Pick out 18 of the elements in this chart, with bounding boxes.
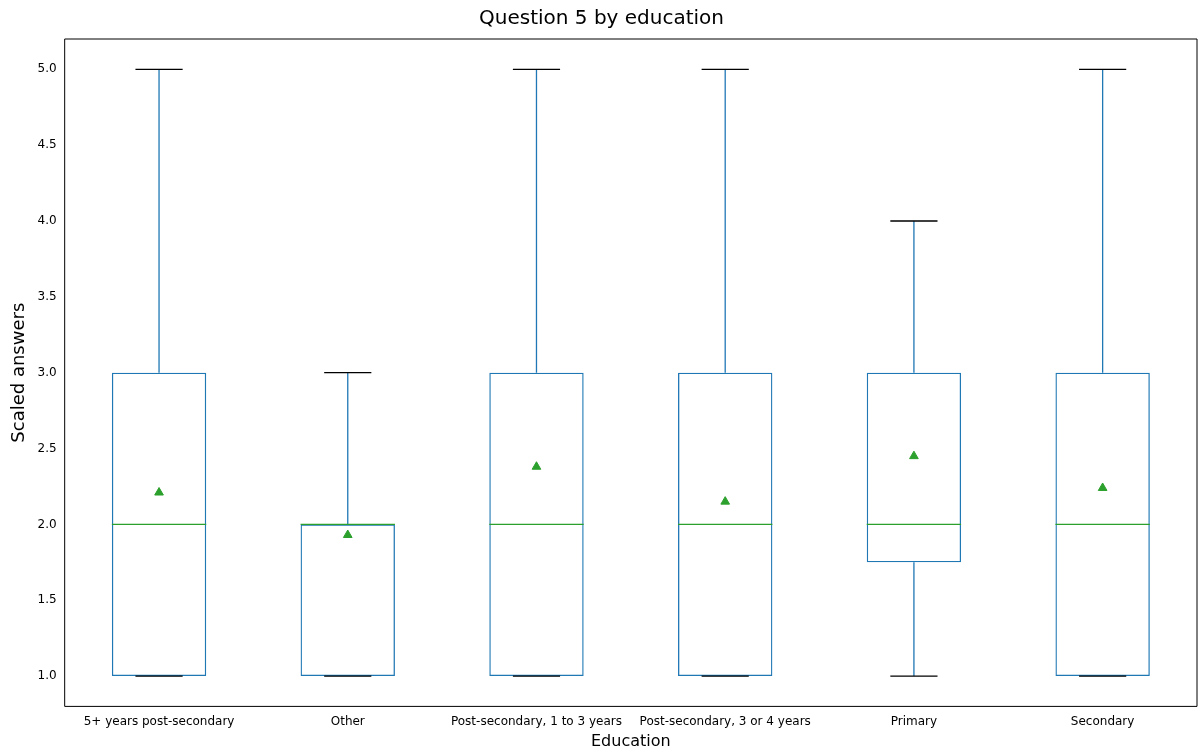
x-tick-label: Other xyxy=(330,713,365,728)
y-tick-label: 3.0 xyxy=(37,364,57,379)
y-tick-label: 1.5 xyxy=(37,592,57,607)
y-tick-label: 4.5 xyxy=(37,137,57,152)
chart-title: Question 5 by education xyxy=(478,5,725,30)
y-tick-label: 4.0 xyxy=(37,213,57,228)
y-tick-label: 2.5 xyxy=(37,440,57,455)
x-tick-label: Post-secondary, 3 or 4 years xyxy=(639,713,811,728)
x-tick-label: Secondary xyxy=(1070,713,1135,728)
y-tick-label: 5.0 xyxy=(37,61,57,76)
y-tick-label: 2.0 xyxy=(37,516,57,531)
y-tick-label: 3.5 xyxy=(37,288,57,303)
x-tick-label: 5+ years post-secondary xyxy=(83,713,235,728)
x-tick-label: Primary xyxy=(890,713,938,728)
y-axis-title: Scaled answers xyxy=(7,302,29,443)
y-tick-label: 1.0 xyxy=(37,668,57,683)
x-tick-label: Post-secondary, 1 to 3 years xyxy=(450,713,623,728)
x-axis-title: Education xyxy=(591,730,671,750)
